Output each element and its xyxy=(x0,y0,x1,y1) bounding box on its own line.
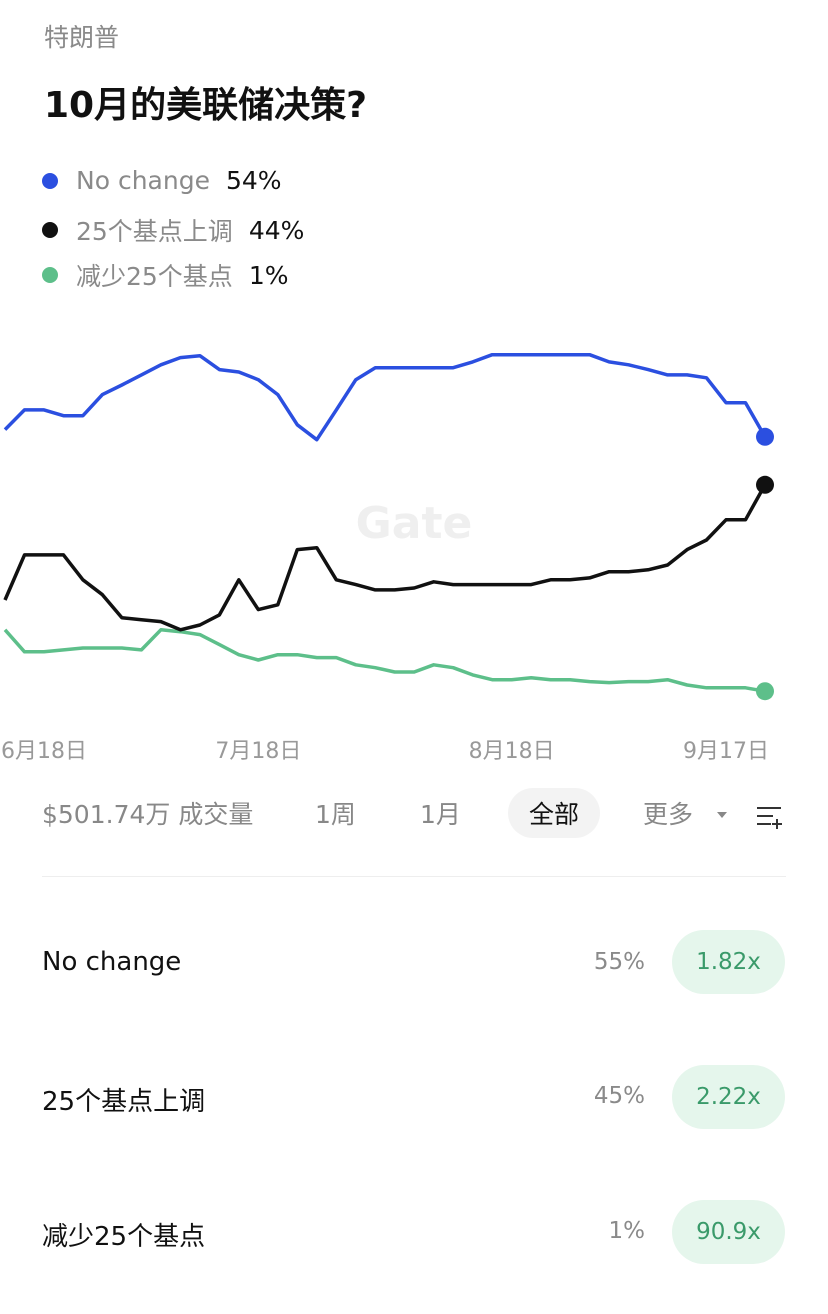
x-tick-label: 9月17日 xyxy=(683,739,769,764)
series-line xyxy=(3,483,767,632)
legend-item: 减少25个基点 1% xyxy=(42,257,288,293)
x-tick-label: 8月18日 xyxy=(469,739,555,764)
legend-value: 44% xyxy=(248,215,305,245)
settings-icon xyxy=(757,807,782,829)
outcome-payout[interactable]: 1.82x xyxy=(672,930,785,994)
legend-value: 1% xyxy=(248,260,289,290)
outcome-payout[interactable]: 90.9x xyxy=(672,1200,785,1264)
outcome-name: No change xyxy=(42,947,182,977)
outcome-probability: 55% xyxy=(593,949,645,975)
outcome-probability: 45% xyxy=(593,1083,645,1109)
dropdown-arrow xyxy=(717,812,727,818)
legend-dot xyxy=(42,222,58,238)
end-dot xyxy=(756,427,774,446)
series-line xyxy=(3,352,767,442)
range-tab-active[interactable]: 全部 xyxy=(508,788,600,838)
watermark: Gate xyxy=(356,498,473,549)
legend-dot xyxy=(42,267,58,283)
legend-name: No change xyxy=(76,166,210,195)
title: 10月的美联储决策? xyxy=(44,85,367,126)
x-tick-label: 6月18日 xyxy=(1,739,87,764)
series-line xyxy=(3,628,766,693)
chart: Gate 6月18日 7月18日 8月18日 9月17日 xyxy=(1,352,774,764)
range-tab[interactable]: 1月 xyxy=(420,800,461,829)
legend-item: 25个基点上调 44% xyxy=(42,212,304,248)
divider xyxy=(42,876,786,877)
legend-value: 54% xyxy=(225,166,282,195)
more-tab[interactable]: 更多 xyxy=(643,800,694,829)
outcome-probability: 1% xyxy=(608,1218,646,1244)
end-dot xyxy=(756,475,774,494)
legend-name: 减少25个基点 xyxy=(76,262,233,291)
volume: $501.74万 成交量 xyxy=(42,800,254,829)
range-tab[interactable]: 1周 xyxy=(315,800,356,829)
x-tick-label: 7月18日 xyxy=(215,739,301,764)
topic[interactable]: 特朗普 xyxy=(44,23,120,52)
outcome-payout[interactable]: 2.22x xyxy=(672,1065,785,1129)
legend-item: No change 54% xyxy=(42,166,282,195)
legend-name: 25个基点上调 xyxy=(76,217,233,246)
outcome-name: 25个基点上调 xyxy=(42,1087,206,1117)
controls-icons[interactable] xyxy=(715,806,785,830)
outcome-name: 减少25个基点 xyxy=(42,1222,206,1252)
legend-dot xyxy=(42,172,58,189)
end-dot xyxy=(756,682,774,701)
